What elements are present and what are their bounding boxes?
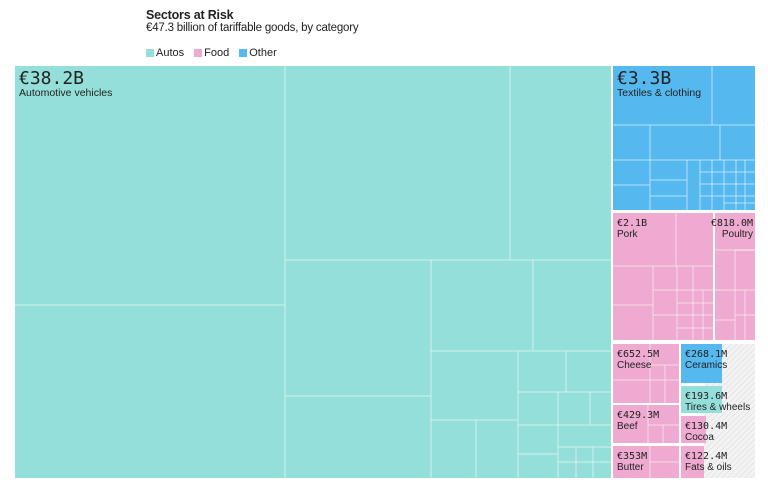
category-label: Tires & wheels — [685, 402, 750, 413]
category-label: Cocoa — [685, 432, 714, 443]
treemap-rect — [613, 344, 679, 403]
legend-label: Other — [249, 47, 277, 59]
value-label: €122.4M — [685, 451, 727, 462]
legend-label: Food — [204, 47, 230, 59]
category-label: Automotive vehicles — [19, 87, 112, 99]
value-label: €818.0M — [711, 218, 753, 229]
category-label: Ceramics — [685, 360, 727, 371]
chart-title: Sectors at Risk — [146, 8, 234, 22]
legend-label: Autos — [156, 47, 185, 59]
chart-subtitle: €47.3 billion of tariffable goods, by ca… — [146, 22, 359, 34]
treemap-rect — [15, 66, 611, 478]
legend-swatch — [194, 49, 203, 57]
value-label: €652.5M — [617, 349, 659, 360]
legend-item-other: Other — [239, 47, 277, 59]
legend-swatch — [239, 49, 248, 57]
treemap-rect — [681, 344, 722, 383]
category-label: Pork — [617, 229, 639, 240]
category-label: Textiles & clothing — [617, 87, 701, 99]
treemap-rect — [681, 416, 706, 443]
value-label: €130.4M — [685, 421, 727, 432]
value-label: €429.3M — [617, 410, 659, 421]
legend: Autos Food Other — [146, 47, 277, 59]
category-label: Fats & oils — [685, 462, 732, 473]
value-label: €193.6M — [685, 391, 727, 402]
value-label: €353M — [617, 451, 647, 462]
treemap-rect — [613, 405, 679, 443]
value-label: €3.3B — [617, 68, 671, 89]
legend-swatch — [146, 49, 154, 57]
value-label: €2.1B — [617, 218, 647, 229]
category-label: Poultry — [722, 229, 753, 240]
category-label: Beef — [617, 421, 638, 432]
treemap-rect — [681, 386, 722, 413]
treemap-rect — [613, 66, 755, 210]
treemap-rect — [681, 446, 704, 478]
value-label: €268.1M — [685, 349, 727, 360]
value-label: €38.2B — [19, 68, 84, 89]
category-label: Butter — [617, 462, 644, 473]
legend-item-autos: Autos — [146, 47, 184, 59]
treemap-rect — [613, 213, 713, 340]
legend-item-food: Food — [194, 47, 229, 59]
category-label: Cheese — [617, 360, 652, 371]
